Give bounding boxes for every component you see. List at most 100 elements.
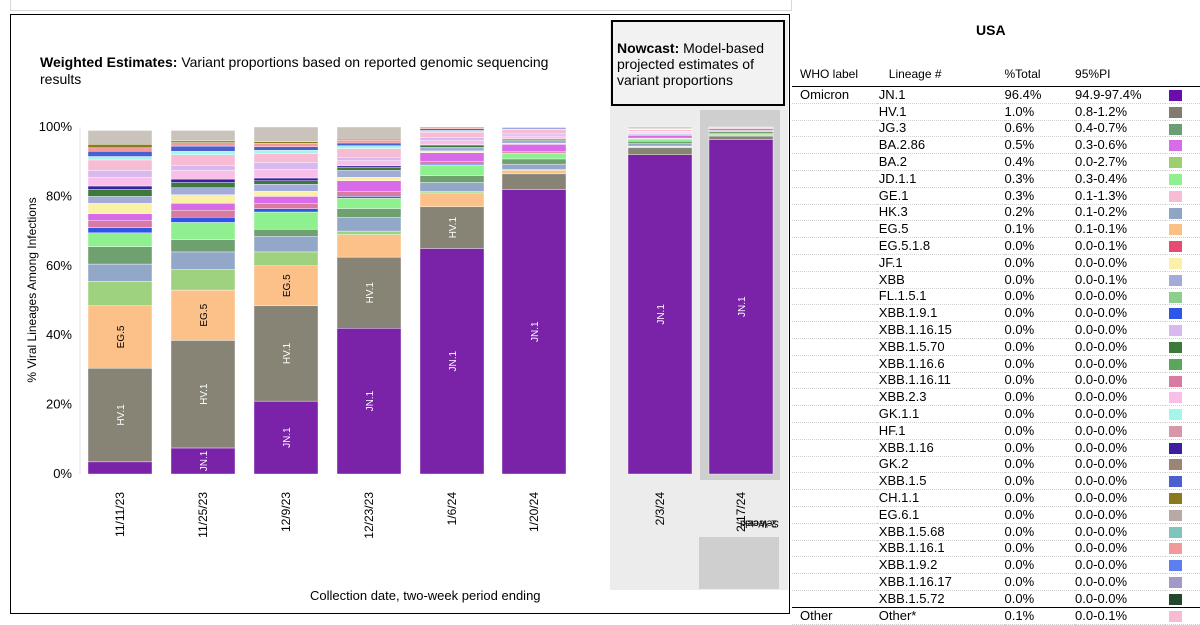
bar-segment-xbb-1-16[interactable] (88, 186, 152, 189)
bar-segment-xbb-1-16[interactable] (171, 179, 235, 182)
bar-segment-xbb-1-16[interactable] (337, 166, 401, 168)
bar-segment-jd-1-1[interactable] (337, 198, 401, 208)
bar-segment-xbb-1-16-15[interactable] (502, 134, 566, 136)
bar-segment-ba-2[interactable] (88, 281, 152, 305)
bar-segment-xbb-1-16-15[interactable] (337, 157, 401, 160)
bar-segment-jd-1-1[interactable] (88, 233, 152, 247)
bar-segment-xbb-1-5[interactable] (337, 143, 401, 146)
bar-segment-xbb-2-3[interactable] (502, 136, 566, 139)
bar-segment-xbb-2-3[interactable] (88, 177, 152, 186)
bar-segment-jd-1-1[interactable] (628, 139, 692, 141)
bar-segment-eg-5[interactable] (337, 235, 401, 258)
bar-segment-xbb[interactable] (420, 147, 484, 150)
bar-segment-xbb-2-3[interactable] (420, 141, 484, 145)
bar-segment-xbb-1-5-70[interactable] (88, 189, 152, 196)
bar-segment-xbb-1-5-70[interactable] (254, 181, 318, 184)
bar-segment-ch-1-1[interactable] (88, 144, 152, 147)
bar-segment-gk-1-1[interactable] (420, 130, 484, 132)
bar-segment-xbb-1-16-1[interactable] (502, 127, 566, 128)
bar-segment-xbb[interactable] (254, 184, 318, 191)
bar-segment-xbb-1-16-1[interactable] (254, 143, 318, 146)
bar-segment-jg-3[interactable] (709, 132, 773, 134)
bar-segment-ba-2[interactable] (171, 269, 235, 290)
bar-segment-jn-1[interactable] (88, 462, 152, 474)
bar-segment-jg-3[interactable] (171, 240, 235, 252)
bar-segment-ba-2-86[interactable] (88, 214, 152, 221)
bar-segment-hv-1[interactable] (502, 174, 566, 190)
bar-segment-ba-2[interactable] (254, 252, 318, 266)
bar-segment-xbb-2-3[interactable] (171, 170, 235, 179)
bar-segment-xbb-1-16-1[interactable] (420, 127, 484, 129)
bar-segment-other-[interactable] (254, 127, 318, 142)
bar-segment-hk-3[interactable] (171, 252, 235, 269)
bar-segment-xbb-1-5[interactable] (88, 151, 152, 156)
bar-segment-xbb-1-5[interactable] (254, 147, 318, 150)
bar-segment-xbb-1-5[interactable] (171, 146, 235, 151)
bar-segment-xbb-1-5[interactable] (420, 129, 484, 131)
bar-segment-xbb-1-16[interactable] (254, 178, 318, 181)
bar-segment-other-[interactable] (337, 127, 401, 139)
bar-segment-other-[interactable] (709, 127, 773, 128)
bar-segment-ge-1[interactable] (171, 155, 235, 165)
bar-segment-xbb-1-9-1[interactable] (254, 209, 318, 212)
bar-segment-eg-5[interactable] (420, 193, 484, 207)
bar-segment-jf-1[interactable] (337, 177, 401, 180)
bar-segment-gk-1-1[interactable] (88, 156, 152, 159)
bar-segment-xbb-1-16-15[interactable] (88, 170, 152, 177)
bar-segment-jg-3[interactable] (254, 229, 318, 236)
bar-segment-other-[interactable] (628, 127, 692, 129)
bar-segment-jf-1[interactable] (420, 151, 484, 153)
bar-segment-ba-2[interactable] (420, 191, 484, 193)
bar-segment-xbb-1-16-1[interactable] (88, 148, 152, 151)
bar-segment-ch-1-1[interactable] (254, 142, 318, 144)
bar-segment-xbb-1-16-11[interactable] (502, 151, 566, 153)
bar-segment-xbb-1-5-70[interactable] (337, 168, 401, 171)
bar-segment-ba-2-86[interactable] (502, 144, 566, 151)
bar-segment-ge-1[interactable] (254, 154, 318, 163)
bar-segment-ge-1[interactable] (337, 149, 401, 158)
bar-segment-xbb-1-16-15[interactable] (254, 162, 318, 169)
bar-segment-jd-1-1[interactable] (254, 212, 318, 229)
bar-segment-xbb[interactable] (337, 170, 401, 177)
bar-segment-jg-3[interactable] (628, 141, 692, 143)
bar-segment-xbb[interactable] (171, 188, 235, 195)
bar-segment-ge-1[interactable] (628, 130, 692, 131)
bar-segment-jf-1[interactable] (88, 203, 152, 213)
bar-segment-gk-1-1[interactable] (254, 150, 318, 153)
bar-segment-xbb-1-9-1[interactable] (171, 217, 235, 222)
bar-segment-hk-3[interactable] (337, 217, 401, 231)
bar-segment-xbb-1-5-70[interactable] (171, 183, 235, 188)
bar-segment-xbb-1-16-11[interactable] (420, 161, 484, 164)
bar-segment-xbb-1-16-15[interactable] (171, 165, 235, 170)
bar-segment-jd-1-1[interactable] (420, 165, 484, 175)
bar-segment-ba-2[interactable] (709, 134, 773, 135)
bar-segment-jf-1[interactable] (254, 191, 318, 196)
bar-segment-ch-1-1[interactable] (171, 141, 235, 143)
bar-segment-xbb-1-16-1[interactable] (337, 140, 401, 143)
bar-segment-xbb-1-5-70[interactable] (420, 146, 484, 148)
bar-segment-xbb[interactable] (502, 141, 566, 144)
bar-segment-hv-1[interactable] (628, 148, 692, 155)
bar-segment-ba-2-86[interactable] (254, 196, 318, 203)
bar-segment-xbb-1-9-1[interactable] (337, 196, 401, 198)
bar-segment-jg-3[interactable] (420, 176, 484, 183)
bar-segment-hk-3[interactable] (254, 236, 318, 252)
bar-segment-other-[interactable] (88, 130, 152, 144)
bar-segment-xbb-1-16-11[interactable] (337, 191, 401, 196)
bar-segment-hk-3[interactable] (628, 144, 692, 146)
bar-segment-jg-3[interactable] (88, 247, 152, 264)
bar-segment-hv-1[interactable] (709, 136, 773, 139)
bar-segment-ge-1[interactable] (88, 160, 152, 170)
bar-segment-other-[interactable] (171, 130, 235, 140)
bar-segment-ba-2-86[interactable] (420, 153, 484, 162)
bar-segment-xbb-1-16-15[interactable] (420, 138, 484, 141)
bar-segment-xbb-2-3[interactable] (337, 161, 401, 166)
bar-segment-jd-1-1[interactable] (502, 154, 566, 159)
bar-segment-hk-3[interactable] (502, 164, 566, 169)
bar-segment-xbb-1-9-1[interactable] (88, 228, 152, 233)
bar-segment-xbb-2-3[interactable] (254, 169, 318, 178)
bar-segment-xbb-1-16-11[interactable] (171, 210, 235, 217)
bar-segment-ba-2-86[interactable] (171, 203, 235, 210)
bar-segment-gk-1-1[interactable] (171, 151, 235, 154)
bar-segment-gk-1-1[interactable] (337, 146, 401, 149)
